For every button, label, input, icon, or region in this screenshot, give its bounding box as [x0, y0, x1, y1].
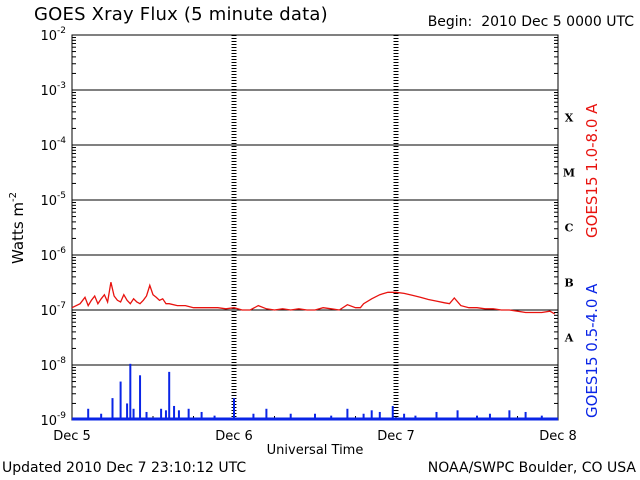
- y-tick-base: 10: [40, 84, 57, 99]
- xray-flux-chart: 10-910-810-710-610-510-410-310-2 Dec 5 De…: [8, 26, 601, 458]
- y-tick-label: 10-2: [40, 26, 66, 44]
- y-tick-label: 10-3: [40, 81, 66, 99]
- begin-value: 2010 Dec 5 0000 UTC: [481, 14, 634, 30]
- y-tick-base: 10: [40, 139, 57, 154]
- y-tick-exponent: -3: [57, 81, 66, 91]
- y-tick-labels: 10-910-810-710-610-510-410-310-2: [40, 26, 66, 429]
- y-axis-label: Watts m-2: [8, 192, 27, 264]
- chart-title: GOES Xray Flux (5 minute data): [34, 4, 328, 25]
- y-tick-exponent: -4: [57, 136, 66, 146]
- y-axis-label-exp: -2: [8, 192, 19, 202]
- legend-short-channel: GOES15 0.5-4.0 A: [583, 283, 601, 418]
- y-tick-exponent: -9: [57, 411, 66, 421]
- x-tick-label: Dec 7: [377, 429, 415, 444]
- x-tick-label: Dec 6: [215, 429, 253, 444]
- flare-class-label: X: [565, 112, 574, 125]
- legend-long-channel: GOES15 1.0-8.0 A: [583, 103, 601, 238]
- y-axis-label-base: Watts m: [9, 202, 27, 264]
- y-tick-label: 10-7: [40, 301, 66, 319]
- x-tick-label: Dec 8: [539, 429, 577, 444]
- begin-label: Begin:: [427, 14, 473, 30]
- y-tick-label: 10-9: [40, 411, 66, 429]
- credit-text: NOAA/SWPC Boulder, CO USA: [427, 460, 636, 476]
- series-long-line: [71, 282, 556, 315]
- y-tick-label: 10-5: [40, 191, 66, 209]
- x-tick-label: Dec 5: [53, 429, 91, 444]
- y-tick-exponent: -5: [57, 191, 66, 201]
- y-tick-exponent: -8: [57, 356, 66, 366]
- y-tick-base: 10: [40, 194, 57, 209]
- flare-class-label: B: [564, 277, 573, 290]
- flare-class-label: M: [563, 167, 575, 180]
- flare-class-label: C: [565, 222, 574, 235]
- flare-class-label: A: [564, 332, 574, 345]
- begin-time: Begin: 2010 Dec 5 0000 UTC: [428, 14, 634, 30]
- y-tick-base: 10: [40, 414, 57, 429]
- x-axis-label: Universal Time: [267, 443, 364, 458]
- updated-timestamp: Updated 2010 Dec 7 23:10:12 UTC: [2, 460, 247, 476]
- y-tick-exponent: -7: [57, 301, 66, 311]
- svg-text:Watts m-2: Watts m-2: [8, 192, 27, 264]
- y-tick-base: 10: [40, 304, 57, 319]
- y-tick-base: 10: [40, 359, 57, 374]
- y-tick-exponent: -2: [57, 26, 66, 36]
- x-tick-labels: Dec 5 Dec 6 Dec 7 Dec 8: [53, 429, 577, 444]
- y-tick-base: 10: [40, 249, 57, 264]
- flare-class-labels: X M C B A: [563, 112, 575, 345]
- y-tick-exponent: -6: [57, 246, 66, 256]
- y-tick-label: 10-6: [40, 246, 66, 264]
- y-tick-base: 10: [40, 29, 57, 44]
- plot-area: [71, 34, 559, 421]
- y-tick-label: 10-4: [40, 136, 66, 154]
- y-tick-label: 10-8: [40, 356, 66, 374]
- series-layer: [71, 282, 558, 421]
